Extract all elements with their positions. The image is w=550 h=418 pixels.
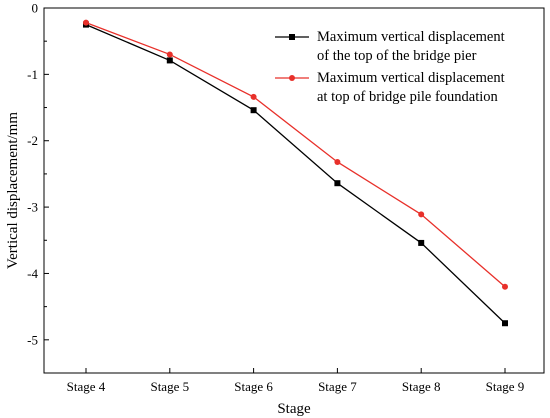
legend-marker: [289, 75, 295, 81]
x-tick-label: Stage 5: [150, 379, 189, 394]
data-point: [418, 239, 425, 246]
x-axis-title: Stage: [277, 401, 311, 417]
x-tick-label: Stage 9: [486, 379, 525, 394]
series-line: [85, 23, 506, 324]
plot-area-border: [43, 7, 545, 374]
series-line: [85, 21, 506, 288]
data-point: [166, 51, 173, 58]
x-tick-label: Stage 4: [67, 379, 106, 394]
legend: Maximum vertical displacement of the top …: [275, 29, 505, 105]
data-point: [83, 19, 89, 26]
y-axis: 0 -1 -2 -3 -4 -5: [27, 1, 49, 347]
y-tick-label: -1: [27, 67, 38, 82]
x-axis: Stage 4 Stage 5 Stage 6 Stage 7 Stage 8 Stage…: [67, 368, 525, 394]
x-tick-label: Stage 8: [402, 379, 441, 394]
legend-entry-2: Maximum vertical displacement at top of b…: [275, 70, 505, 105]
legend-marker: [289, 34, 295, 40]
y-tick-label: -3: [27, 200, 38, 215]
legend-label: Maximum vertical displacement: [317, 29, 505, 45]
x-tick-label: Stage 6: [234, 379, 273, 394]
series-1: [83, 21, 508, 327]
data-point: [334, 158, 341, 165]
y-axis-title: Vertical displacement/mm: [5, 112, 21, 269]
y-tick-label: 0: [32, 1, 39, 16]
y-tick-label: -4: [27, 266, 38, 281]
data-point: [250, 107, 257, 114]
plot-frame: [43, 7, 545, 374]
y-tick-label: -2: [27, 133, 38, 148]
data-point: [502, 320, 508, 327]
series-layer: [83, 19, 508, 327]
legend-label: at top of bridge pile foundation: [317, 89, 499, 105]
legend-entry-1: Maximum vertical displacement of the top …: [275, 29, 505, 64]
data-point: [502, 283, 508, 290]
y-tick-label: -5: [27, 332, 38, 347]
data-point: [250, 93, 257, 100]
legend-label: Maximum vertical displacement: [317, 70, 505, 86]
series-2: [83, 19, 508, 290]
data-point: [418, 211, 425, 218]
data-point: [334, 180, 341, 187]
x-tick-label: Stage 7: [318, 379, 357, 394]
legend-label: of the top of the bridge pier: [317, 48, 477, 64]
data-point: [166, 57, 173, 64]
